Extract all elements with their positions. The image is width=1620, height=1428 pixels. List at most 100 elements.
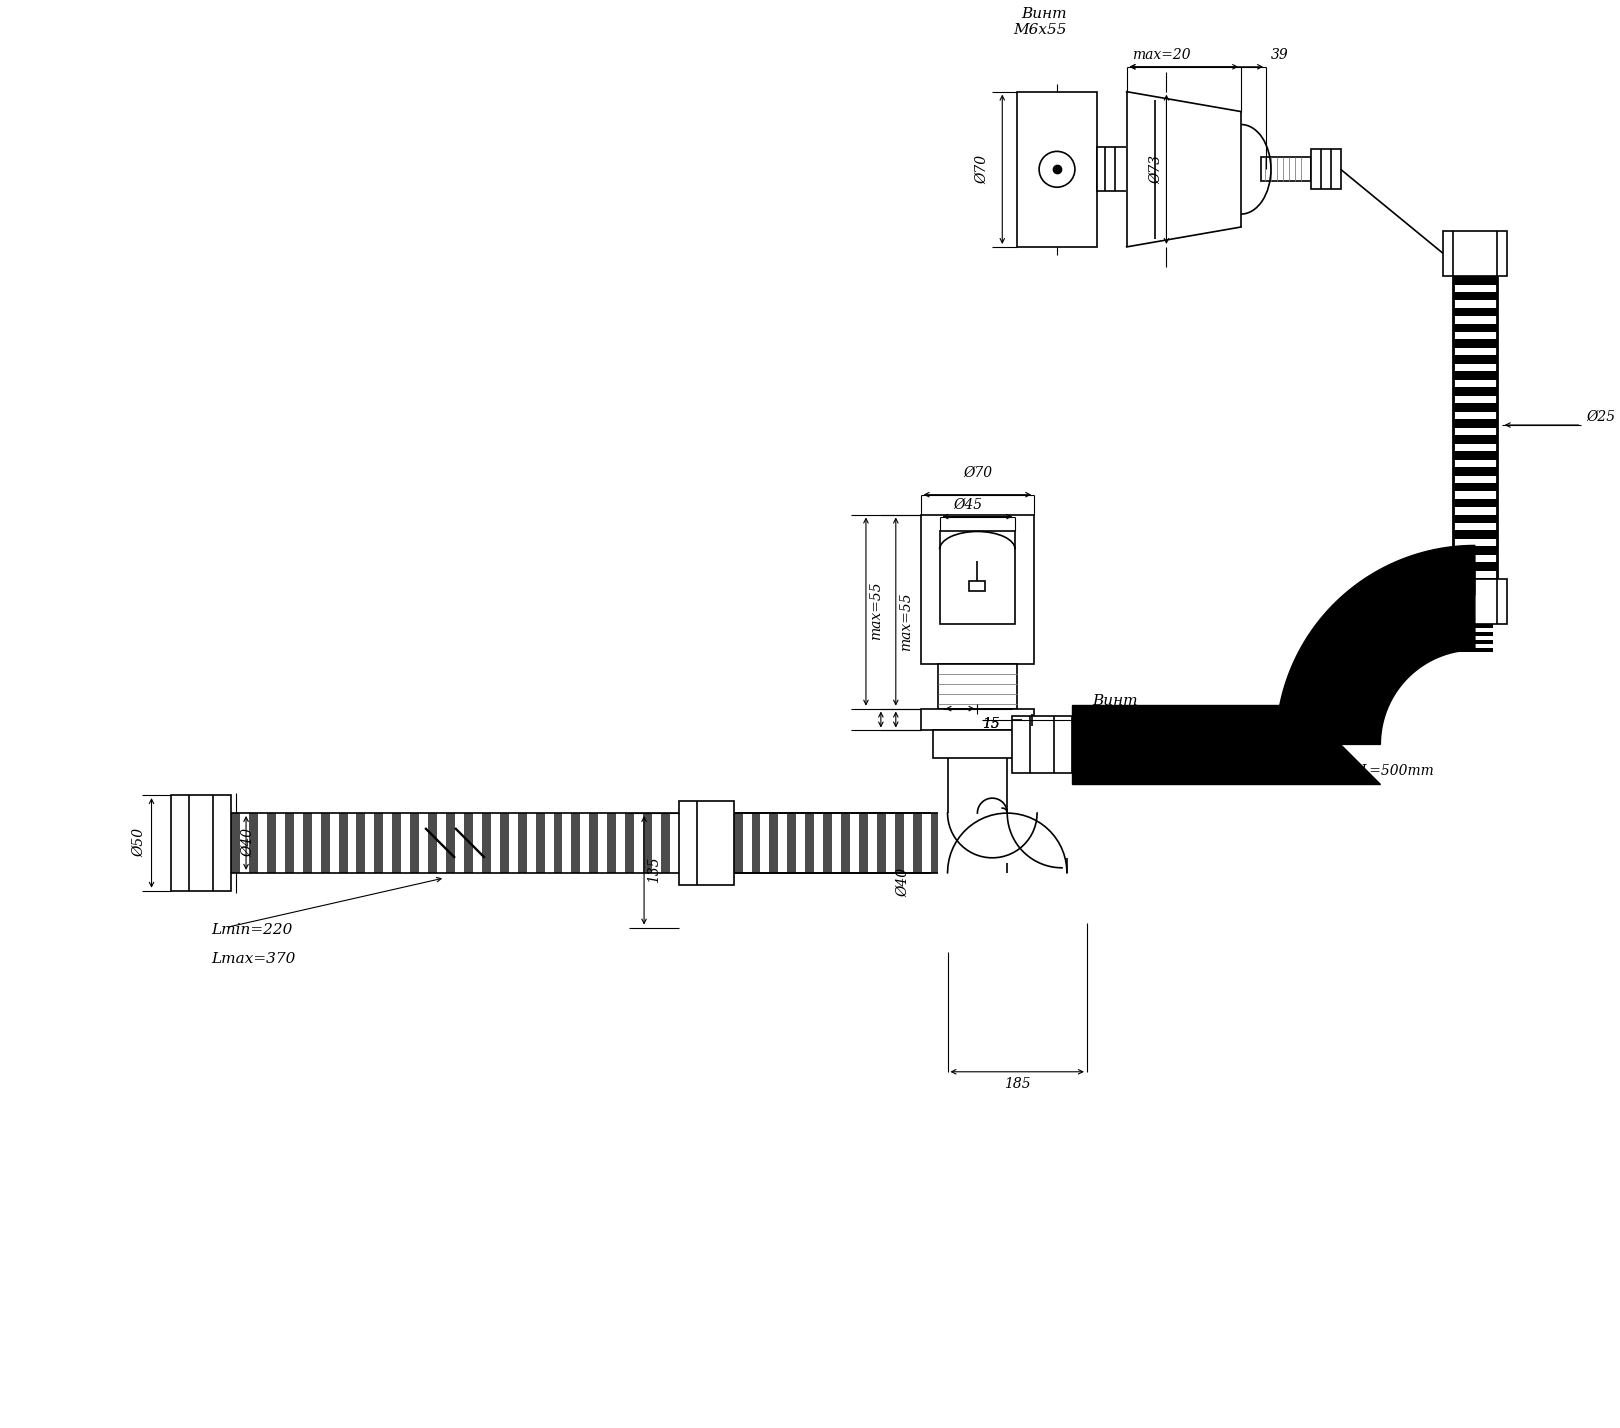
Text: Ø25: Ø25: [1586, 410, 1615, 424]
Text: max=55: max=55: [899, 593, 912, 651]
Text: 135: 135: [646, 857, 661, 883]
Bar: [1453, 418, 1497, 428]
Bar: [841, 813, 850, 873]
Bar: [1453, 276, 1497, 284]
Bar: [770, 813, 778, 873]
Bar: [267, 813, 275, 873]
Bar: [249, 813, 258, 873]
Text: 185: 185: [1004, 1077, 1030, 1091]
Text: 15: 15: [982, 717, 1000, 731]
Bar: [481, 813, 491, 873]
Bar: [1453, 340, 1497, 348]
Bar: [1456, 648, 1492, 651]
Bar: [1453, 307, 1497, 317]
Bar: [920, 708, 1034, 731]
Text: max=20: max=20: [1132, 47, 1191, 61]
Text: Ø40: Ø40: [241, 828, 254, 857]
Bar: [1453, 514, 1497, 523]
Bar: [787, 813, 797, 873]
Bar: [1456, 624, 1492, 628]
Text: Ø40: Ø40: [896, 868, 910, 897]
Bar: [894, 813, 904, 873]
Text: Ø70: Ø70: [975, 154, 990, 184]
Bar: [518, 813, 526, 873]
Bar: [1453, 387, 1497, 396]
Bar: [876, 813, 886, 873]
Bar: [446, 813, 455, 873]
Bar: [232, 813, 240, 873]
Bar: [940, 531, 1016, 624]
Bar: [356, 813, 366, 873]
Bar: [805, 813, 815, 873]
Bar: [572, 813, 580, 873]
Polygon shape: [1072, 704, 1380, 784]
Text: Винт
М6х75: Винт М6х75: [1092, 694, 1145, 724]
Bar: [1456, 640, 1492, 644]
Bar: [1453, 498, 1497, 507]
Text: Ø73: Ø73: [1150, 154, 1163, 184]
Bar: [679, 801, 734, 885]
Bar: [172, 795, 232, 891]
Bar: [303, 813, 311, 873]
Bar: [1453, 547, 1497, 555]
Bar: [625, 813, 633, 873]
Bar: [1260, 157, 1311, 181]
Bar: [1453, 371, 1497, 380]
Bar: [1453, 403, 1497, 411]
Bar: [1097, 147, 1126, 191]
Text: Lmax=370: Lmax=370: [211, 952, 295, 967]
Bar: [1456, 633, 1492, 635]
Text: max=55: max=55: [868, 581, 883, 640]
Polygon shape: [1277, 545, 1474, 744]
Bar: [1453, 530, 1497, 540]
Text: Ø70: Ø70: [962, 466, 991, 480]
Bar: [536, 813, 544, 873]
Text: Ø50: Ø50: [133, 828, 146, 857]
Bar: [428, 813, 437, 873]
Bar: [1453, 436, 1497, 444]
Bar: [1443, 231, 1507, 276]
Text: 15: 15: [982, 717, 1000, 731]
Bar: [1453, 451, 1497, 460]
Bar: [752, 813, 760, 873]
Bar: [463, 813, 473, 873]
Bar: [590, 813, 598, 873]
Bar: [410, 813, 420, 873]
Bar: [1453, 356, 1497, 364]
Text: Lmin=220: Lmin=220: [211, 922, 293, 937]
Bar: [1017, 91, 1097, 247]
Bar: [823, 813, 833, 873]
Bar: [608, 813, 616, 873]
Bar: [938, 664, 1017, 708]
Bar: [1311, 150, 1341, 188]
Bar: [1443, 580, 1507, 624]
Polygon shape: [1126, 91, 1241, 247]
Bar: [1012, 715, 1072, 774]
Bar: [374, 813, 384, 873]
Bar: [933, 731, 1022, 758]
Bar: [339, 813, 348, 873]
Text: Винт
М6х55: Винт М6х55: [1014, 7, 1068, 37]
Bar: [501, 813, 509, 873]
Bar: [392, 813, 402, 873]
Bar: [1453, 324, 1497, 333]
Bar: [734, 813, 742, 873]
Text: 1 1/2": 1 1/2": [1082, 754, 1124, 768]
Bar: [859, 813, 868, 873]
Text: Ø45: Ø45: [953, 497, 982, 511]
Bar: [554, 813, 562, 873]
Bar: [1453, 467, 1497, 476]
Bar: [969, 581, 985, 591]
Bar: [1453, 291, 1497, 300]
Bar: [661, 813, 671, 873]
Polygon shape: [1301, 570, 1474, 744]
Text: 39: 39: [1272, 47, 1288, 61]
Bar: [1453, 563, 1497, 571]
Bar: [1453, 483, 1497, 491]
Text: L=500mm: L=500mm: [1361, 764, 1434, 778]
Bar: [912, 813, 922, 873]
Bar: [930, 813, 938, 873]
Bar: [920, 514, 1034, 664]
Bar: [643, 813, 651, 873]
Bar: [321, 813, 329, 873]
